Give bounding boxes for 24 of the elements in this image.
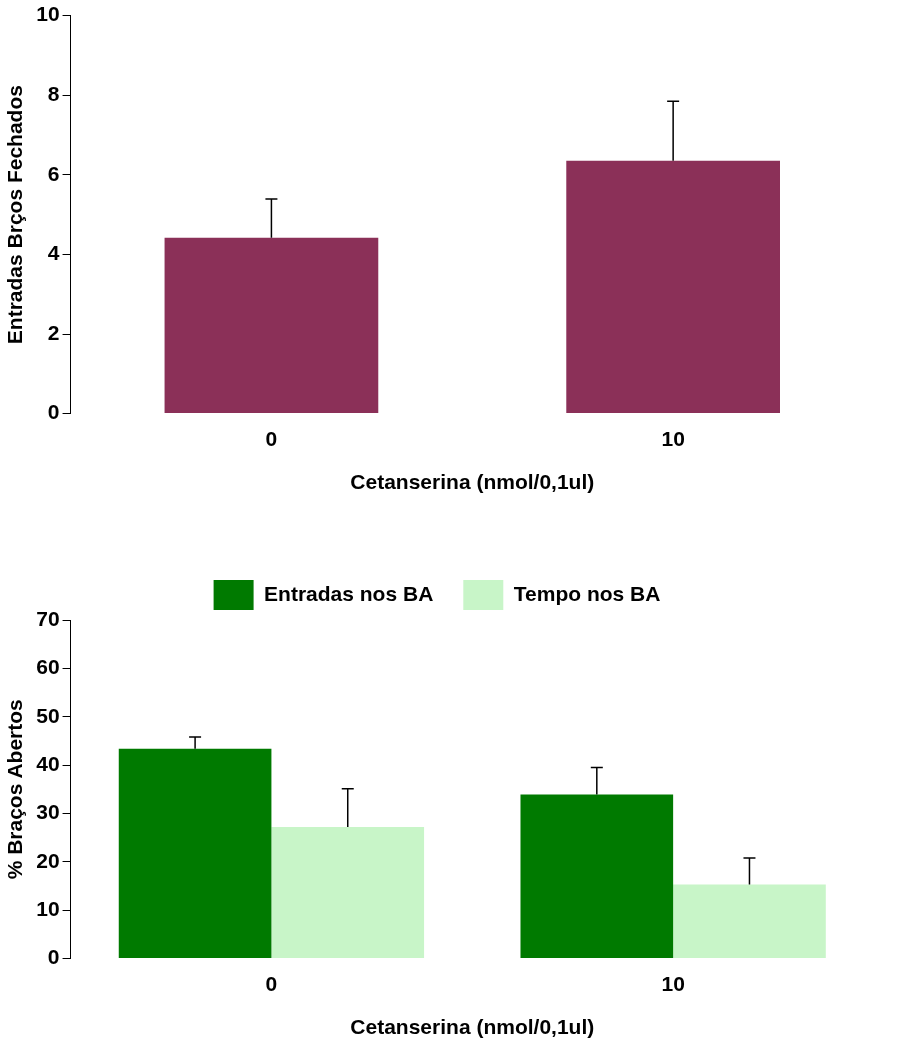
y-tick-label: 30 [36, 800, 60, 824]
legend-label: Entradas nos BA [264, 581, 434, 605]
y-tick-label: 6 [47, 161, 60, 185]
y-tick-label: 2 [47, 320, 60, 344]
legend-label: Tempo nos BA [513, 581, 661, 605]
y-axis-title: Entradas Brços Fechados [3, 85, 27, 345]
y-tick-label: 10 [36, 897, 60, 921]
bar [271, 827, 425, 959]
y-tick-label: 70 [36, 606, 60, 630]
y-tick-label: 8 [47, 82, 60, 105]
y-axis-title: % Braços Abertos [3, 699, 27, 880]
y-tick-label: 60 [36, 655, 60, 679]
y-tick-label: 50 [36, 703, 60, 727]
y-tick-label: 0 [47, 945, 60, 969]
bar [118, 748, 272, 959]
x-axis-title: Cetanserina (nmol/0,1ul) [350, 1015, 595, 1039]
y-tick-label: 40 [36, 751, 60, 775]
y-tick-label: 20 [36, 848, 60, 872]
y-tick-label: 10 [36, 2, 60, 26]
bar [673, 884, 826, 959]
x-axis-title: Cetanserina (nmol/0,1ul) [350, 470, 595, 494]
bar [520, 794, 674, 959]
y-tick-label: 4 [47, 241, 60, 265]
y-tick-label: 0 [47, 400, 60, 424]
